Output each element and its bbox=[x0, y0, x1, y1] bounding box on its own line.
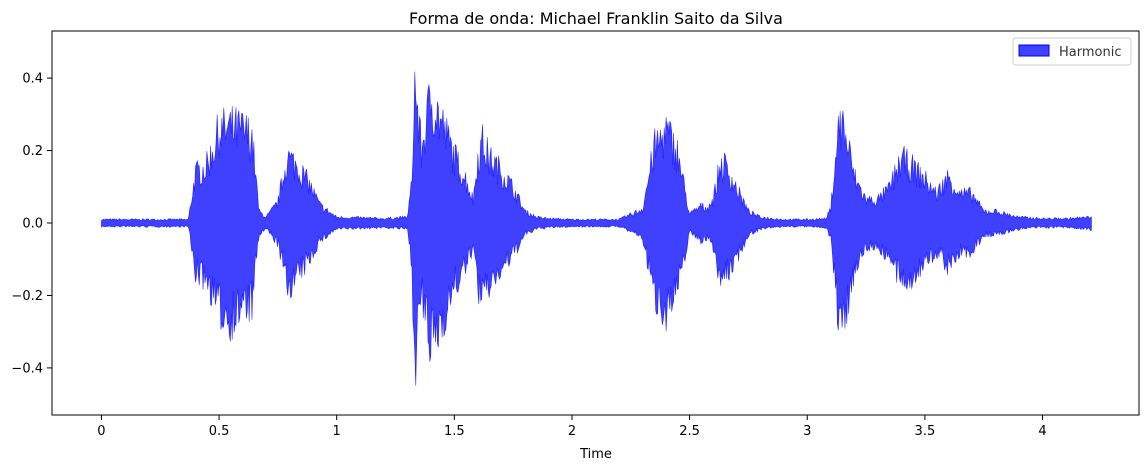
x-axis-label: Time bbox=[579, 447, 612, 462]
y-tick-label: −0.2 bbox=[11, 289, 43, 304]
y-tick-label: 0.2 bbox=[22, 144, 43, 159]
legend-label-harmonic: Harmonic bbox=[1059, 45, 1121, 60]
y-tick-label: −0.4 bbox=[11, 361, 43, 376]
x-tick-label: 1.5 bbox=[444, 424, 465, 439]
chart-title: Forma de onda: Michael Franklin Saito da… bbox=[409, 9, 783, 28]
legend[interactable]: Harmonic bbox=[1012, 37, 1132, 66]
x-tick-label: 1 bbox=[333, 424, 341, 439]
y-axis: 0.4 0.2 0.0 −0.2 −0.4 bbox=[11, 72, 52, 376]
x-tick-label: 2 bbox=[568, 424, 576, 439]
series-waveform-harmonic bbox=[101, 71, 1092, 386]
x-tick-label: 0 bbox=[97, 424, 105, 439]
x-tick-label: 0.5 bbox=[209, 424, 230, 439]
legend-swatch-harmonic bbox=[1018, 44, 1050, 57]
x-tick-label: 2.5 bbox=[679, 424, 700, 439]
plot-frame bbox=[51, 30, 1140, 416]
x-tick-label: 4 bbox=[1038, 424, 1046, 439]
y-tick-label: 0.0 bbox=[22, 217, 43, 232]
waveform-layer bbox=[101, 71, 1092, 386]
x-tick-label: 3 bbox=[803, 424, 811, 439]
y-tick-label: 0.4 bbox=[22, 72, 43, 87]
x-axis: 0 0.5 1 1.5 2 2.5 3 3.5 4 bbox=[97, 415, 1047, 439]
x-tick-label: 3.5 bbox=[915, 424, 936, 439]
